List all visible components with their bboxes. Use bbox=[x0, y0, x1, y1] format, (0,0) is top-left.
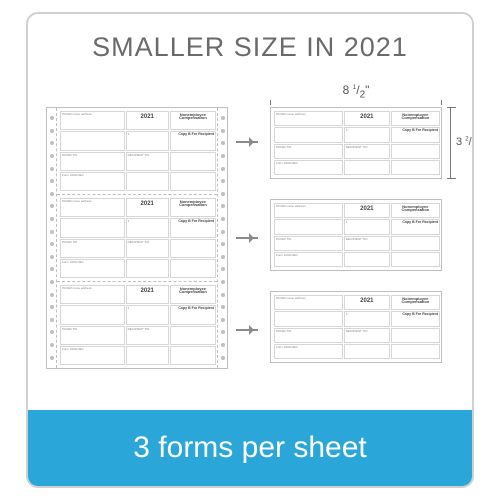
separated-forms: PAYER name address2021Nonemployee Compen… bbox=[270, 107, 442, 363]
headline: SMALLER SIZE IN 2021 bbox=[28, 14, 472, 77]
banner: 3 forms per sheet bbox=[28, 410, 472, 486]
arrow-icon bbox=[236, 141, 258, 143]
height-label: 3 2/3" bbox=[456, 136, 474, 150]
arrow-icon bbox=[236, 237, 258, 239]
mini-form: PAYER name address2021Nonemployee Compen… bbox=[60, 285, 214, 365]
right-form: PAYER name address2021Nonemployee Compen… bbox=[270, 107, 442, 179]
tractor-feed-right bbox=[217, 108, 227, 368]
left-form: PAYER name address2021Nonemployee Compen… bbox=[57, 195, 217, 282]
left-form-stack: PAYER name address2021Nonemployee Compen… bbox=[57, 108, 217, 368]
width-label: 8 1/2" bbox=[339, 83, 374, 97]
mini-form: PAYER name address2021Nonemployee Compen… bbox=[274, 203, 438, 267]
tractor-feed-left bbox=[47, 108, 57, 368]
continuous-sheet: PAYER name address2021Nonemployee Compen… bbox=[46, 107, 228, 369]
mini-form: PAYER name address2021Nonemployee Compen… bbox=[60, 111, 214, 191]
right-form: PAYER name address2021Nonemployee Compen… bbox=[270, 199, 442, 271]
width-dimension: 8 1/2" bbox=[270, 89, 442, 103]
right-form: PAYER name address2021Nonemployee Compen… bbox=[270, 291, 442, 363]
arrow-icon bbox=[236, 329, 258, 331]
size-diagram: 8 1/2" 3 2/3" PAYER name address2021None… bbox=[28, 77, 472, 397]
mini-form: PAYER name address2021Nonemployee Compen… bbox=[60, 198, 214, 278]
left-form: PAYER name address2021Nonemployee Compen… bbox=[57, 282, 217, 368]
height-dimension: 3 2/3" bbox=[446, 107, 464, 179]
mini-form: PAYER name address2021Nonemployee Compen… bbox=[274, 295, 438, 359]
product-card: SMALLER SIZE IN 2021 8 1/2" 3 2/3" PAYER… bbox=[26, 12, 474, 488]
mini-form: PAYER name address2021Nonemployee Compen… bbox=[274, 111, 438, 175]
left-form: PAYER name address2021Nonemployee Compen… bbox=[57, 108, 217, 195]
